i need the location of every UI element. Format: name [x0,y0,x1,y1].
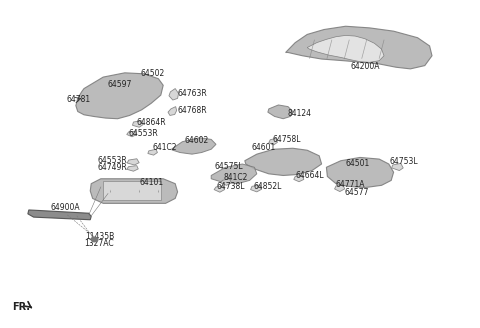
Polygon shape [268,105,293,119]
Polygon shape [28,210,91,220]
Text: 64768R: 64768R [178,106,207,115]
Polygon shape [214,186,225,192]
Text: 64553R: 64553R [129,129,158,138]
Polygon shape [103,181,161,200]
Polygon shape [168,107,177,115]
Circle shape [91,237,98,242]
Polygon shape [251,185,262,192]
Text: 64758L: 64758L [272,134,300,144]
Text: 64501: 64501 [346,158,370,168]
Polygon shape [245,148,322,175]
Text: 64602: 64602 [185,136,209,145]
Text: 64553R: 64553R [97,156,127,165]
Text: 64577: 64577 [345,188,369,197]
Text: 64597: 64597 [107,80,132,89]
Text: 64753L: 64753L [390,157,419,166]
Text: 64749R: 64749R [97,163,127,172]
Text: 64664L: 64664L [295,171,324,180]
Text: 64852L: 64852L [253,182,282,191]
Text: 64200A: 64200A [350,62,380,71]
Polygon shape [169,89,179,100]
Polygon shape [307,35,384,62]
Polygon shape [127,166,138,171]
Text: 84124: 84124 [288,109,312,118]
Text: 11435B: 11435B [85,232,115,241]
Polygon shape [127,159,139,165]
Polygon shape [392,163,403,171]
Text: 64101: 64101 [139,177,163,187]
Text: 841C2: 841C2 [224,173,248,182]
Polygon shape [76,73,163,119]
Text: 641C2: 641C2 [153,143,177,152]
Polygon shape [221,179,231,185]
Polygon shape [326,157,394,188]
Text: 64575L: 64575L [214,162,243,171]
Text: 64771A: 64771A [336,180,365,190]
Text: 64738L: 64738L [217,182,245,191]
Text: 64900A: 64900A [50,203,80,212]
Polygon shape [211,164,257,184]
Polygon shape [269,138,277,145]
Polygon shape [335,185,345,192]
Text: 1327AC: 1327AC [84,239,114,248]
Polygon shape [132,121,143,127]
Polygon shape [90,179,178,203]
Polygon shape [286,26,432,69]
Polygon shape [148,149,157,155]
Text: 64864R: 64864R [136,118,166,127]
Text: 64781: 64781 [66,95,90,104]
Text: 64763R: 64763R [178,89,207,98]
Polygon shape [172,138,216,154]
Text: 64502: 64502 [141,69,165,78]
Text: FR.: FR. [12,302,30,312]
Polygon shape [127,131,137,137]
Polygon shape [294,175,304,182]
Text: 64601: 64601 [252,143,276,152]
